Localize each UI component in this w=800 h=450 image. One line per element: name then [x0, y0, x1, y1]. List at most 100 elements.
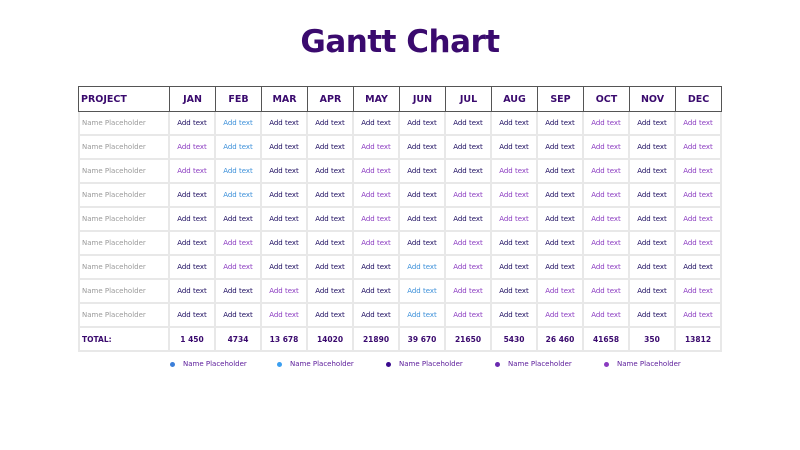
- task-cell[interactable]: Add text: [216, 304, 262, 328]
- task-cell[interactable]: Add text: [400, 208, 446, 232]
- task-cell[interactable]: Add text: [630, 136, 676, 160]
- task-cell[interactable]: Add text: [584, 304, 630, 328]
- task-cell[interactable]: Add text: [308, 112, 354, 136]
- project-name-cell[interactable]: Name Placeholder: [78, 184, 170, 208]
- task-cell[interactable]: Add text: [400, 136, 446, 160]
- task-cell[interactable]: Add text: [676, 280, 722, 304]
- task-cell[interactable]: Add text: [400, 304, 446, 328]
- project-name-cell[interactable]: Name Placeholder: [78, 136, 170, 160]
- task-cell[interactable]: Add text: [492, 160, 538, 184]
- task-cell[interactable]: Add text: [216, 208, 262, 232]
- task-cell[interactable]: Add text: [676, 208, 722, 232]
- task-cell[interactable]: Add text: [354, 280, 400, 304]
- task-cell[interactable]: Add text: [538, 208, 584, 232]
- task-cell[interactable]: Add text: [676, 112, 722, 136]
- task-cell[interactable]: Add text: [538, 160, 584, 184]
- task-cell[interactable]: Add text: [308, 208, 354, 232]
- task-cell[interactable]: Add text: [170, 232, 216, 256]
- task-cell[interactable]: Add text: [538, 232, 584, 256]
- task-cell[interactable]: Add text: [216, 184, 262, 208]
- task-cell[interactable]: Add text: [262, 280, 308, 304]
- task-cell[interactable]: Add text: [446, 184, 492, 208]
- task-cell[interactable]: Add text: [446, 112, 492, 136]
- task-cell[interactable]: Add text: [400, 160, 446, 184]
- task-cell[interactable]: Add text: [170, 136, 216, 160]
- task-cell[interactable]: Add text: [584, 112, 630, 136]
- task-cell[interactable]: Add text: [446, 280, 492, 304]
- task-cell[interactable]: Add text: [354, 136, 400, 160]
- task-cell[interactable]: Add text: [630, 232, 676, 256]
- task-cell[interactable]: Add text: [262, 232, 308, 256]
- task-cell[interactable]: Add text: [584, 256, 630, 280]
- task-cell[interactable]: Add text: [170, 184, 216, 208]
- task-cell[interactable]: Add text: [584, 136, 630, 160]
- task-cell[interactable]: Add text: [216, 256, 262, 280]
- task-cell[interactable]: Add text: [584, 160, 630, 184]
- task-cell[interactable]: Add text: [676, 160, 722, 184]
- task-cell[interactable]: Add text: [170, 256, 216, 280]
- task-cell[interactable]: Add text: [354, 184, 400, 208]
- task-cell[interactable]: Add text: [400, 184, 446, 208]
- task-cell[interactable]: Add text: [216, 112, 262, 136]
- task-cell[interactable]: Add text: [262, 160, 308, 184]
- task-cell[interactable]: Add text: [308, 136, 354, 160]
- task-cell[interactable]: Add text: [676, 256, 722, 280]
- task-cell[interactable]: Add text: [308, 256, 354, 280]
- task-cell[interactable]: Add text: [262, 208, 308, 232]
- task-cell[interactable]: Add text: [262, 136, 308, 160]
- task-cell[interactable]: Add text: [492, 232, 538, 256]
- task-cell[interactable]: Add text: [354, 112, 400, 136]
- task-cell[interactable]: Add text: [676, 304, 722, 328]
- task-cell[interactable]: Add text: [262, 304, 308, 328]
- task-cell[interactable]: Add text: [584, 232, 630, 256]
- task-cell[interactable]: Add text: [538, 304, 584, 328]
- task-cell[interactable]: Add text: [354, 208, 400, 232]
- task-cell[interactable]: Add text: [630, 160, 676, 184]
- task-cell[interactable]: Add text: [584, 208, 630, 232]
- task-cell[interactable]: Add text: [446, 208, 492, 232]
- task-cell[interactable]: Add text: [492, 304, 538, 328]
- project-name-cell[interactable]: Name Placeholder: [78, 112, 170, 136]
- task-cell[interactable]: Add text: [446, 304, 492, 328]
- task-cell[interactable]: Add text: [446, 256, 492, 280]
- task-cell[interactable]: Add text: [308, 184, 354, 208]
- task-cell[interactable]: Add text: [630, 304, 676, 328]
- task-cell[interactable]: Add text: [538, 280, 584, 304]
- task-cell[interactable]: Add text: [676, 232, 722, 256]
- task-cell[interactable]: Add text: [170, 160, 216, 184]
- task-cell[interactable]: Add text: [446, 136, 492, 160]
- task-cell[interactable]: Add text: [584, 184, 630, 208]
- task-cell[interactable]: Add text: [216, 160, 262, 184]
- task-cell[interactable]: Add text: [400, 112, 446, 136]
- task-cell[interactable]: Add text: [630, 256, 676, 280]
- task-cell[interactable]: Add text: [216, 136, 262, 160]
- task-cell[interactable]: Add text: [538, 256, 584, 280]
- task-cell[interactable]: Add text: [630, 184, 676, 208]
- project-name-cell[interactable]: Name Placeholder: [78, 208, 170, 232]
- task-cell[interactable]: Add text: [538, 184, 584, 208]
- task-cell[interactable]: Add text: [492, 136, 538, 160]
- task-cell[interactable]: Add text: [354, 232, 400, 256]
- task-cell[interactable]: Add text: [446, 160, 492, 184]
- task-cell[interactable]: Add text: [492, 112, 538, 136]
- task-cell[interactable]: Add text: [170, 304, 216, 328]
- task-cell[interactable]: Add text: [400, 280, 446, 304]
- task-cell[interactable]: Add text: [308, 304, 354, 328]
- project-name-cell[interactable]: Name Placeholder: [78, 304, 170, 328]
- task-cell[interactable]: Add text: [262, 256, 308, 280]
- task-cell[interactable]: Add text: [170, 112, 216, 136]
- project-name-cell[interactable]: Name Placeholder: [78, 160, 170, 184]
- task-cell[interactable]: Add text: [630, 280, 676, 304]
- task-cell[interactable]: Add text: [676, 136, 722, 160]
- task-cell[interactable]: Add text: [630, 208, 676, 232]
- task-cell[interactable]: Add text: [446, 232, 492, 256]
- task-cell[interactable]: Add text: [216, 232, 262, 256]
- task-cell[interactable]: Add text: [262, 112, 308, 136]
- task-cell[interactable]: Add text: [354, 256, 400, 280]
- task-cell[interactable]: Add text: [538, 136, 584, 160]
- task-cell[interactable]: Add text: [216, 280, 262, 304]
- task-cell[interactable]: Add text: [170, 208, 216, 232]
- task-cell[interactable]: Add text: [170, 280, 216, 304]
- task-cell[interactable]: Add text: [308, 280, 354, 304]
- task-cell[interactable]: Add text: [492, 184, 538, 208]
